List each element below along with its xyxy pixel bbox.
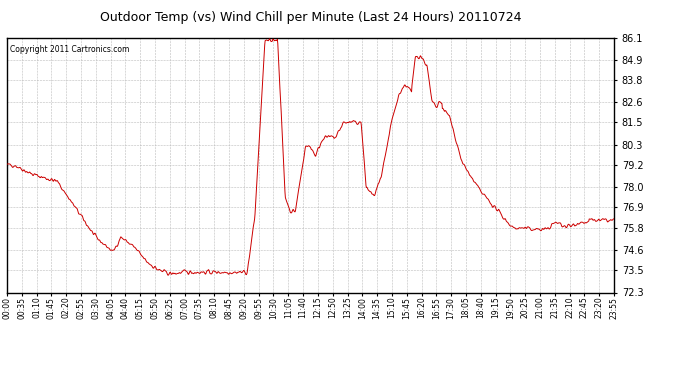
Text: Copyright 2011 Cartronics.com: Copyright 2011 Cartronics.com xyxy=(10,45,129,54)
Text: Outdoor Temp (vs) Wind Chill per Minute (Last 24 Hours) 20110724: Outdoor Temp (vs) Wind Chill per Minute … xyxy=(100,11,521,24)
